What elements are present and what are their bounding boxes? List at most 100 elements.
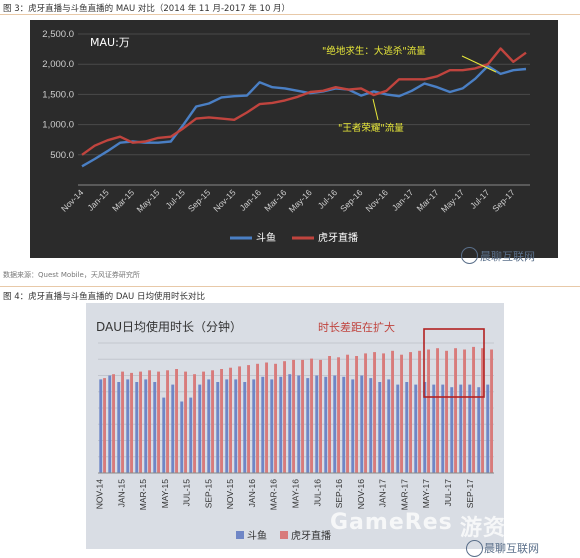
bar-虎牙直播 (373, 352, 376, 473)
dau-bar-chart: DAU日均使用时长（分钟） 时长差距在扩大 NOV-14 JAN-15 MAR-15 MA… (86, 303, 504, 549)
series-line-斗鱼 (81, 64, 527, 168)
bar-虎牙直播 (382, 353, 385, 473)
bar-虎牙直播 (481, 348, 484, 473)
bar-斗鱼 (432, 384, 436, 473)
bar-斗鱼 (99, 379, 103, 473)
bar-虎牙直播 (454, 348, 457, 473)
bar-斗鱼 (387, 379, 391, 473)
bar-虎牙直播 (436, 348, 439, 473)
bar-虎牙直播 (139, 371, 142, 473)
bar-斗鱼 (333, 375, 337, 473)
y-tick-label: 2,000.0 (42, 59, 74, 70)
bar-斗鱼 (441, 384, 445, 473)
bar-虎牙直播 (391, 350, 394, 473)
x-tick-label: JAN-16 (247, 479, 257, 508)
chart-title: MAU:万 (90, 36, 130, 49)
legend-swatch (280, 531, 288, 539)
bar-斗鱼 (117, 382, 121, 473)
bar-虎牙直播 (130, 372, 133, 473)
bar-虎牙直播 (409, 352, 412, 473)
chart-title: DAU日均使用时长（分钟） (96, 319, 242, 334)
x-tick-label: MAR-15 (138, 479, 148, 510)
annotation-honor-of-kings: "王者荣耀"流量 (338, 122, 404, 134)
annotation-gap: 时长差距在扩大 (318, 320, 395, 334)
watermark-text: 晨聊互联网 (480, 250, 535, 263)
bar-斗鱼 (423, 382, 427, 473)
bar-斗鱼 (468, 384, 472, 473)
bar-斗鱼 (414, 384, 418, 473)
figure2-caption: 图 4：虎牙直播与斗鱼直播的 DAU 日均使用时长对比 (3, 292, 205, 302)
x-tick-label: MAY-15 (160, 479, 170, 509)
figure1-source: 数据来源：Quest Mobile，天风证券研究所 (3, 271, 140, 279)
bar-斗鱼 (162, 397, 166, 473)
bar-虎牙直播 (337, 357, 340, 473)
bar-斗鱼 (486, 384, 490, 473)
bar-斗鱼 (153, 382, 157, 473)
legend-swatch (236, 531, 244, 539)
bar-斗鱼 (171, 384, 175, 473)
bar-斗鱼 (261, 376, 265, 473)
bar-斗鱼 (270, 379, 274, 473)
bar-斗鱼 (234, 379, 238, 473)
legend-label: 斗鱼 (247, 529, 267, 542)
x-tick-label: JAN-17 (378, 479, 388, 508)
x-tick-label: SEP-16 (334, 479, 344, 509)
legend-label: 虎牙直播 (291, 529, 331, 542)
bar-斗鱼 (126, 379, 130, 473)
bar-虎牙直播 (211, 370, 214, 473)
bar-虎牙直播 (364, 353, 367, 473)
x-tick-label: JUL-16 (312, 479, 322, 507)
x-tick-label: MAY-17 (421, 479, 431, 509)
bar-斗鱼 (306, 378, 310, 473)
bar-斗鱼 (180, 401, 184, 473)
bar-斗鱼 (315, 375, 319, 473)
bar-虎牙直播 (202, 371, 205, 473)
bar-虎牙直播 (247, 365, 250, 473)
bar-虎牙直播 (445, 350, 448, 473)
watermark-logo-icon (461, 247, 478, 264)
bar-虎牙直播 (310, 358, 313, 473)
x-tick-label: JAN-15 (116, 479, 126, 508)
x-tick-label: JUL-15 (182, 479, 192, 507)
bar-虎牙直播 (400, 354, 403, 473)
bar-虎牙直播 (301, 359, 304, 473)
bar-斗鱼 (450, 387, 454, 473)
x-tick-label: MAY-16 (291, 479, 301, 509)
bar-斗鱼 (297, 375, 301, 473)
bar-斗鱼 (216, 382, 220, 473)
bar-虎牙直播 (193, 374, 196, 473)
annotation-pointer (461, 55, 497, 73)
bar-虎牙直播 (418, 350, 421, 473)
bar-虎牙直播 (166, 370, 169, 473)
legend-label: 虎牙直播 (318, 231, 358, 244)
y-tick-label: 500.0 (50, 150, 74, 161)
bar-虎牙直播 (157, 371, 160, 473)
bar-斗鱼 (135, 382, 139, 473)
bar-虎牙直播 (490, 349, 493, 473)
y-tick-label: 2,500.0 (42, 29, 74, 40)
bar-虎牙直播 (355, 356, 358, 473)
x-tick-label: SEP-17 (465, 479, 475, 509)
bar-虎牙直播 (121, 371, 124, 473)
x-tick-label: NOV-14 (95, 479, 105, 510)
bar-虎牙直播 (274, 363, 277, 473)
bar-斗鱼 (351, 379, 355, 473)
x-tick-label: NOV-16 (356, 479, 366, 510)
bar-斗鱼 (207, 379, 211, 473)
bar-斗鱼 (108, 375, 112, 473)
bar-斗鱼 (189, 397, 193, 473)
bar-虎牙直播 (103, 378, 106, 473)
bar-斗鱼 (252, 379, 256, 473)
mau-line-chart: 500.01,000.01,500.02,000.02,500.0MAU:万No… (30, 20, 558, 258)
bar-虎牙直播 (328, 356, 331, 473)
bar-斗鱼 (396, 384, 400, 473)
bar-虎牙直播 (265, 362, 268, 473)
bar-斗鱼 (378, 382, 382, 473)
bar-虎牙直播 (463, 349, 466, 473)
y-tick-label: 1,000.0 (42, 120, 74, 131)
bar-斗鱼 (360, 375, 364, 473)
x-tick-label: MAR-17 (399, 479, 409, 510)
caption-divider (0, 14, 580, 15)
x-tick-label: JUL-17 (443, 479, 453, 507)
bar-斗鱼 (405, 382, 409, 473)
